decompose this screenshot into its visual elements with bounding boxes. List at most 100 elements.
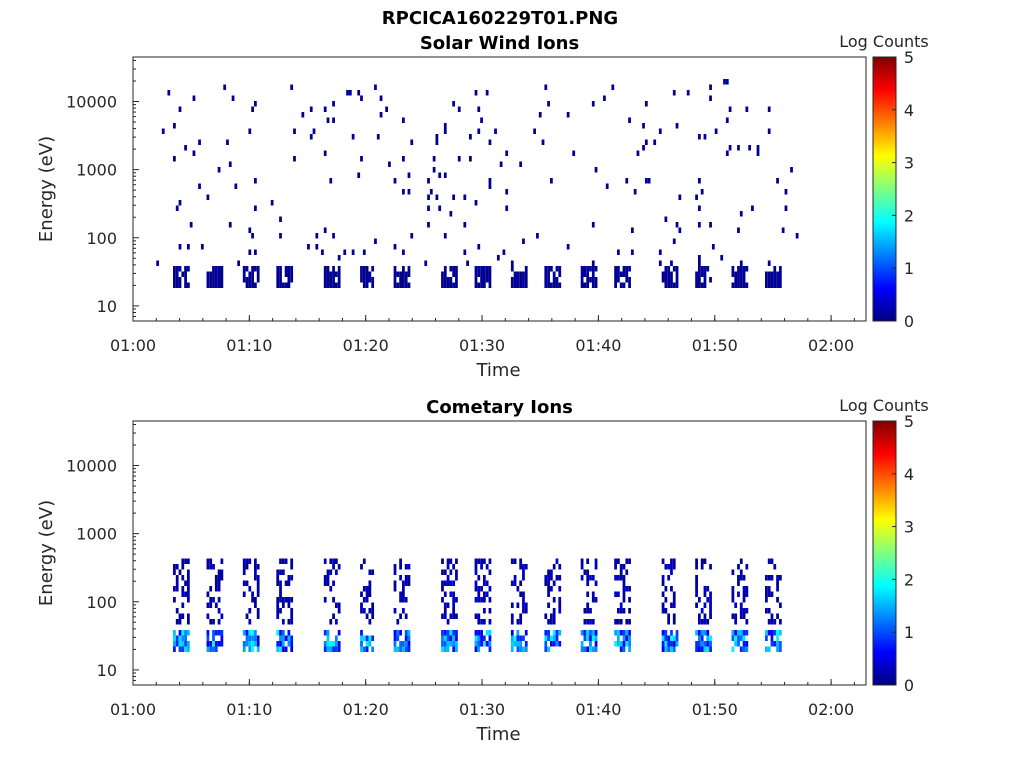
heatmap-cell [742,586,746,592]
heatmap-cell [594,646,598,652]
heatmap-cell [778,641,782,647]
heatmap-cell [524,630,528,636]
heatmap-cell [407,575,411,581]
heatmap-cell [362,271,366,277]
heatmap-cell [522,575,525,581]
heatmap-cell [245,558,249,564]
heatmap-cell [326,641,330,647]
heatmap-cell [245,266,249,272]
heatmap-cell [488,619,492,625]
heatmap-cell [326,282,330,288]
heatmap-cell [312,128,316,134]
heatmap-cell [256,580,260,586]
heatmap-cell [368,580,372,586]
heatmap-cell [583,271,587,277]
y-tick-label: 1000 [76,161,117,180]
heatmap-cell [619,564,623,570]
heatmap-cell [522,635,525,641]
heatmap-cell [206,635,210,641]
heatmap-cell [667,635,671,641]
heatmap-cell [474,90,478,96]
heatmap-cell [435,139,439,145]
heatmap-cell [776,613,779,619]
heatmap-cell [404,575,408,581]
heatmap-cell [628,277,631,283]
colorbar-tick-label: 5 [904,412,914,431]
heatmap-cell [480,630,483,636]
heatmap-cell [351,249,355,255]
heatmap-cell [192,95,196,101]
heatmap-cell [173,564,176,570]
heatmap-cell [488,630,492,636]
heatmap-cell [485,277,489,283]
heatmap-cell [544,282,548,288]
heatmap-cell [731,630,735,636]
heatmap-cell [594,266,598,272]
heatmap-cell [443,641,447,647]
heatmap-cell [488,608,492,614]
heatmap-cell [488,635,492,641]
heatmap-cell [614,619,617,625]
heatmap-cell [474,586,478,592]
heatmap-cell [452,101,456,107]
heatmap-cell [589,630,592,636]
heatmap-cell [513,558,517,564]
heatmap-cell [482,282,486,288]
heatmap-cell [337,646,341,652]
heatmap-cell [206,558,210,564]
heatmap-cell [756,150,760,156]
heatmap-cell [477,630,481,636]
heatmap-cell [206,271,210,277]
heatmap-cell [731,282,735,288]
heatmap-cell [488,277,492,283]
heatmap-cell [251,233,254,239]
heatmap-cell [329,569,333,575]
heatmap-cell [586,646,590,652]
heatmap-cell [583,608,587,614]
heatmap-cell [393,646,397,652]
heatmap-cell [474,635,478,641]
heatmap-cell [276,641,280,647]
heatmap-cell [773,641,777,647]
heatmap-cell [443,282,447,288]
heatmap-cell [443,128,447,134]
heatmap-cell [365,282,369,288]
heatmap-cell [443,277,447,283]
heatmap-cell [248,277,252,283]
heatmap-cell [178,277,182,283]
heatmap-cell [591,591,595,597]
heatmap-cell [393,608,397,614]
heatmap-cell [441,641,444,647]
heatmap-cell [474,266,478,272]
heatmap-cell [776,586,779,592]
heatmap-cell [566,112,570,118]
heatmap-cell [765,608,768,614]
heatmap-cell [784,205,788,211]
heatmap-cell [181,602,185,608]
heatmap-cell [254,564,257,570]
heatmap-cell [443,591,447,597]
heatmap-cell [256,641,260,647]
heatmap-cell [186,569,190,575]
heatmap-cell [443,271,447,277]
heatmap-cell [745,608,749,614]
heatmap-cell [371,282,375,288]
heatmap-cell [175,635,179,641]
heatmap-cell [449,613,453,619]
heatmap-cell [552,282,556,288]
heatmap-cell [672,591,676,597]
heatmap-cell [242,646,246,652]
heatmap-cell [482,635,486,641]
heatmap-cell [256,613,260,619]
heatmap-cell [276,580,280,586]
heatmap-cell [767,558,771,564]
heatmap-cell [734,613,738,619]
heatmap-cell [778,619,782,625]
heatmap-cell [482,619,486,625]
heatmap-cell [633,189,637,195]
heatmap-cell [184,580,187,586]
colorbar-gradient [872,420,897,686]
heatmap-cell [393,282,397,288]
heatmap-cell [739,569,743,575]
